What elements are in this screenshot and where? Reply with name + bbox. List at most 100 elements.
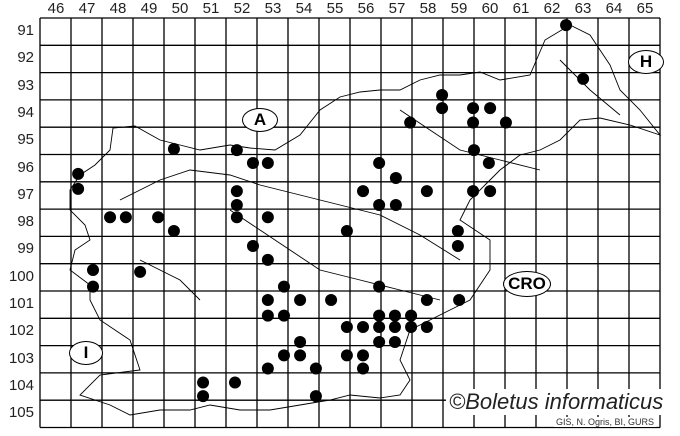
record-dot	[261, 253, 274, 266]
record-dot	[499, 116, 512, 129]
record-dot	[309, 390, 322, 403]
row-label: 102	[8, 322, 34, 340]
record-dot	[72, 167, 85, 180]
record-dot	[373, 199, 386, 212]
column-label: 59	[450, 0, 468, 17]
record-dot	[261, 294, 274, 307]
label-austria-text: A	[253, 110, 267, 129]
record-dot	[468, 144, 480, 157]
record-dot	[152, 211, 165, 224]
record-dot	[197, 390, 210, 403]
record-dot	[230, 199, 243, 212]
record-dot	[87, 280, 100, 293]
record-dot	[230, 185, 243, 198]
record-dot	[420, 321, 433, 334]
row-label: 97	[17, 185, 34, 203]
record-dot	[357, 321, 370, 334]
record-dot	[388, 321, 401, 334]
column-label: 65	[636, 0, 654, 17]
column-label: 58	[419, 0, 437, 17]
record-dot	[261, 309, 274, 322]
record-dot	[404, 116, 417, 129]
record-dot	[134, 265, 147, 278]
label-croatia: CRO	[503, 271, 551, 297]
column-label: 60	[481, 0, 499, 17]
record-dot	[230, 211, 243, 224]
river	[119, 169, 461, 261]
record-dot	[294, 349, 307, 362]
record-dot	[340, 321, 353, 334]
record-dot	[261, 156, 274, 169]
record-dot	[167, 143, 180, 156]
record-dot	[405, 309, 418, 322]
record-dot	[420, 185, 433, 198]
column-label: 56	[357, 0, 375, 17]
row-label: 101	[8, 295, 34, 312]
record-dot	[357, 349, 370, 362]
slovenia-border	[69, 24, 662, 416]
record-dot	[340, 349, 353, 362]
column-label: 50	[171, 0, 189, 17]
label-hungary-text: H	[639, 52, 653, 71]
row-label: 99	[17, 240, 34, 258]
record-dot	[467, 116, 480, 129]
row-label: 96	[17, 158, 34, 176]
record-dot	[373, 309, 386, 322]
record-dot	[436, 102, 449, 115]
record-dot	[261, 211, 274, 224]
record-dot	[309, 362, 322, 375]
record-dot	[373, 336, 386, 349]
record-dot	[294, 336, 307, 349]
column-label: 62	[543, 0, 561, 17]
record-dot	[373, 321, 386, 334]
record-dot	[453, 294, 466, 307]
column-label: 53	[264, 0, 282, 17]
record-dot	[246, 239, 259, 252]
row-label: 95	[17, 131, 34, 149]
row-label: 91	[17, 22, 34, 39]
record-dot	[119, 211, 132, 224]
row-label: 98	[17, 213, 34, 231]
record-dot	[560, 19, 573, 32]
record-dot	[388, 309, 401, 322]
record-dot	[577, 72, 590, 85]
record-dot	[246, 156, 259, 169]
record-dot	[373, 280, 386, 293]
record-dot	[197, 376, 210, 389]
record-dot	[87, 263, 100, 276]
river	[139, 259, 201, 301]
river	[399, 109, 541, 171]
row-label: 92	[17, 49, 34, 67]
column-label: 49	[140, 0, 158, 17]
column-label: 47	[78, 0, 96, 17]
label-italy-text: I	[83, 343, 89, 362]
record-dot	[467, 102, 480, 115]
record-dot	[484, 102, 497, 115]
record-dot	[373, 156, 386, 169]
record-dot	[228, 376, 241, 389]
column-label: 52	[233, 0, 251, 17]
record-dot	[451, 224, 464, 237]
record-dot	[340, 224, 353, 237]
record-dot	[357, 185, 370, 198]
record-dot	[72, 182, 85, 195]
column-label: 54	[295, 0, 313, 17]
record-dot	[389, 199, 402, 212]
record-dot	[277, 309, 290, 322]
record-dot	[294, 294, 307, 307]
column-label: 63	[574, 0, 592, 17]
column-label: 46	[47, 0, 65, 17]
column-label: 64	[605, 0, 623, 17]
row-label: 93	[17, 76, 34, 94]
river	[559, 59, 621, 116]
label-hungary: H	[628, 50, 664, 74]
record-dot	[420, 294, 433, 307]
credit-text: GIS, N. Ogris, BI, GURS	[554, 417, 657, 427]
record-dot	[484, 185, 497, 198]
record-dot	[261, 362, 274, 375]
record-dot	[467, 185, 480, 198]
record-dots	[72, 19, 590, 403]
record-dot	[405, 321, 418, 334]
row-label: 100	[8, 267, 34, 285]
